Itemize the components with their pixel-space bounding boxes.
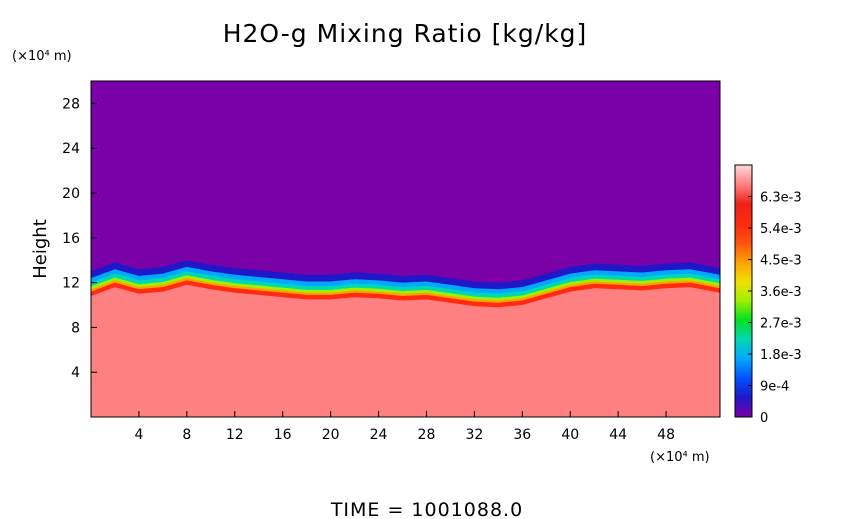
plot-area [91, 81, 720, 417]
y-tick-label: 24 [62, 141, 80, 157]
time-label: TIME = 1001088.0 [330, 499, 523, 519]
y-axis-label: Height [30, 219, 51, 279]
chart-title: H2O-g Mixing Ratio [kg/kg] [223, 19, 588, 48]
y-tick-label: 20 [62, 186, 80, 202]
colorbar: 0 9e-4 1.8e-3 2.7e-3 3.6e-3 4.5e-3 5.4e-3 6.3e-… [734, 164, 802, 426]
x-tick-label: 32 [465, 427, 483, 443]
colorbar-tick-label: 6.3e-3 [760, 191, 802, 206]
colorbar-tick-label: 1.8e-3 [760, 348, 802, 363]
y-tick-label: 12 [62, 276, 80, 292]
y-unit-label: (×10⁴ m) [12, 49, 72, 64]
plot-frame [90, 80, 721, 418]
x-tick-label: 28 [418, 427, 436, 443]
x-tick-label: 44 [609, 427, 627, 443]
x-tick-label: 8 [182, 427, 191, 443]
y-tick-label: 8 [71, 320, 80, 336]
y-tick-label: 16 [62, 231, 80, 247]
y-tick-label: 4 [71, 365, 80, 381]
x-tick-label: 16 [274, 427, 292, 443]
x-tick-label: 12 [226, 427, 244, 443]
colorbar-tick-label: 9e-4 [760, 380, 789, 395]
colorbar-tick-label: 4.5e-3 [760, 254, 802, 269]
x-tick-label: 40 [561, 427, 579, 443]
y-axis: 4 8 12 16 20 24 28 [62, 96, 97, 381]
x-tick-label: 48 [657, 427, 675, 443]
x-unit-label: (×10⁴ m) [650, 450, 710, 465]
colorbar-tick-label: 5.4e-3 [760, 222, 802, 237]
x-tick-label: 20 [322, 427, 340, 443]
x-tick-label: 36 [513, 427, 531, 443]
colorbar-tick-label: 2.7e-3 [760, 317, 802, 332]
x-axis: 4 8 12 16 20 24 28 32 36 40 44 48 [134, 411, 675, 443]
x-tick-label: 4 [134, 427, 143, 443]
moisture-band-6 [91, 284, 720, 417]
y-tick-label: 28 [62, 96, 80, 112]
colorbar-tick-label: 3.6e-3 [760, 285, 802, 300]
x-tick-label: 24 [370, 427, 388, 443]
colorbar-tick-label: 0 [760, 411, 768, 426]
